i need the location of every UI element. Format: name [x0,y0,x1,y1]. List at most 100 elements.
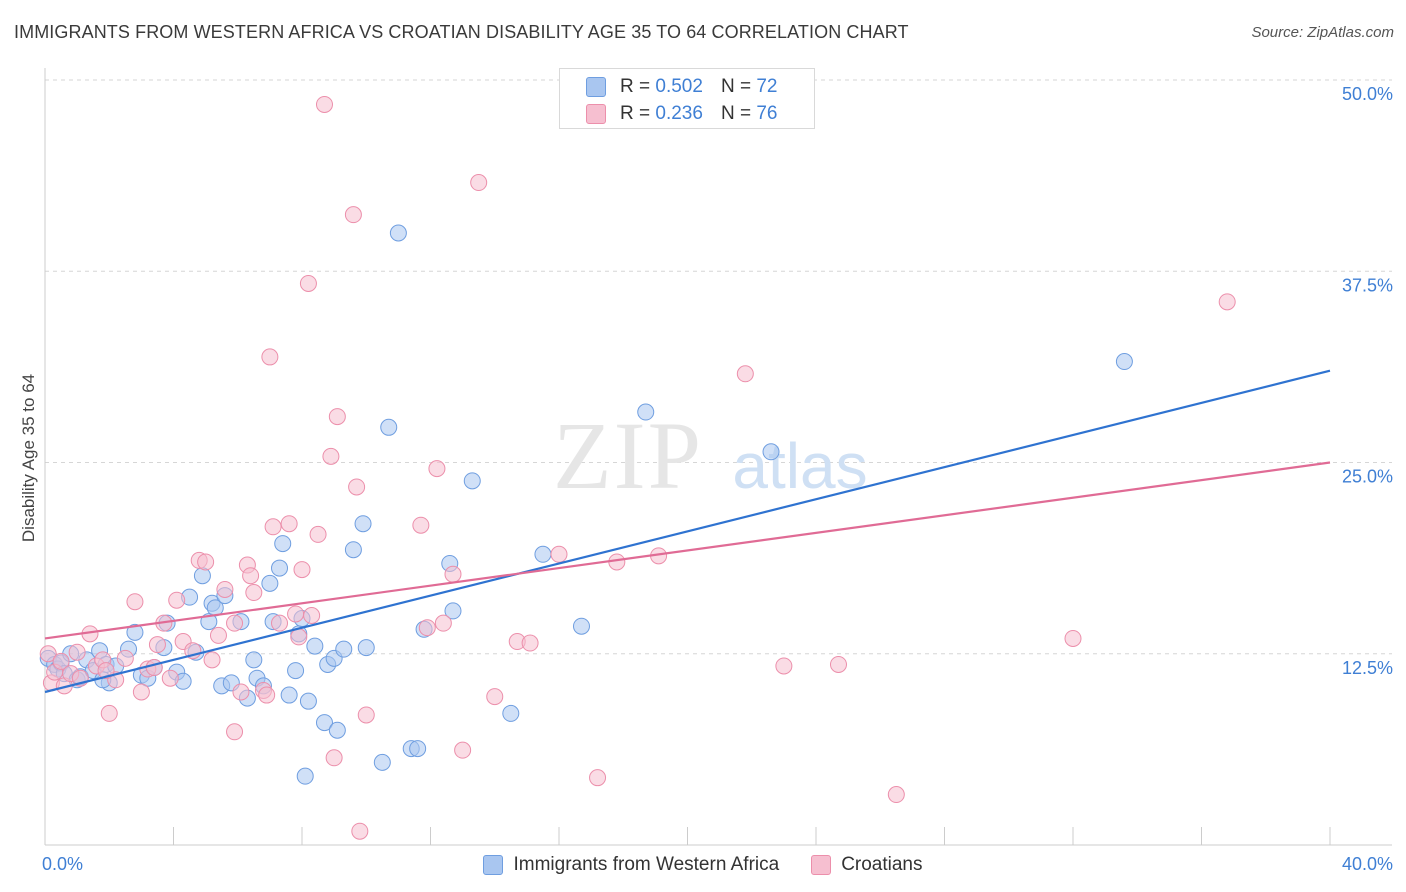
data-point [193,567,211,585]
data-point [39,645,57,663]
data-point [887,786,905,804]
data-point [299,274,317,292]
data-point [470,174,488,192]
data-point [322,447,340,465]
data-point [299,692,317,710]
data-point [52,652,70,670]
data-point [1064,629,1082,647]
data-point [328,721,346,739]
data-point [373,753,391,771]
data-point [203,651,221,669]
trend-line-blue [44,369,1331,694]
pink-swatch [811,855,832,875]
data-point [344,206,362,224]
data-point [344,541,362,559]
data-point [454,741,472,759]
data-point [637,403,655,421]
r-value: 0.236 [655,103,703,124]
data-point [328,408,346,426]
data-point [303,607,321,624]
data-point [280,515,298,533]
n-value: 76 [756,103,778,124]
data-point [261,348,279,366]
tick-label-layer: 12.5% 25.0% 37.5% 50.0% 0.0% 40.0% [42,84,1393,874]
data-point [209,626,227,644]
legend-item-croatians[interactable]: Croatians [811,854,923,876]
data-point [1115,353,1133,371]
n-label: N = [720,103,752,124]
data-point [245,584,263,602]
data-point [116,649,134,667]
legend-label: Croatians [841,854,923,875]
data-point [380,418,398,436]
data-point [444,602,462,620]
data-point [258,686,276,704]
data-point [293,561,311,579]
y-tick-label: 25.0% [1342,467,1393,487]
data-point [428,460,446,478]
points-layer [39,95,1236,840]
data-point [197,553,215,571]
data-point [126,593,144,611]
data-point [486,688,504,706]
watermark: ZIP atlas [553,402,868,509]
data-point [351,822,369,840]
trend-line-pink [44,461,1331,640]
stats-legend-row-blue: R = 0.502 N = 72 [586,75,777,99]
r-value: 0.502 [655,76,703,97]
data-point [1218,293,1236,311]
data-point [97,662,115,680]
r-label: R = [620,76,651,97]
legend-item-western-africa[interactable]: Immigrants from Western Africa [483,854,779,876]
grid-layer [45,79,1392,655]
series-points-pink [39,95,1236,840]
data-point [148,636,166,654]
data-point [274,535,292,553]
data-point [444,565,462,583]
data-point [463,472,481,490]
n-value: 72 [756,76,778,97]
data-point [354,515,372,533]
data-point [325,749,343,767]
trend-layer [44,369,1331,694]
axes-layer [44,68,1392,846]
data-point [100,704,118,722]
source-note: Source: ZipAtlas.com [1251,24,1394,41]
data-point [348,478,366,496]
data-point [216,580,234,598]
x-tick-label: 0.0% [42,854,83,874]
blue-swatch [586,77,606,97]
data-point [226,723,244,741]
legend-label: Immigrants from Western Africa [513,854,780,875]
data-point [232,683,250,701]
data-point [775,657,793,675]
data-point [409,740,427,758]
data-point [315,95,333,113]
data-point [290,628,308,646]
data-point [271,559,289,577]
data-point [589,769,607,787]
data-point [145,659,163,677]
data-point [502,704,520,722]
data-point [132,683,150,701]
data-point [521,634,539,652]
data-point [412,516,430,534]
n-label: N = [720,76,752,97]
y-axis-label: Disability Age 35 to 64 [19,374,38,542]
y-tick-label: 37.5% [1342,275,1393,295]
data-point [287,605,305,623]
data-point [829,655,847,673]
data-point [315,714,333,732]
data-point [572,617,590,635]
data-point [280,686,298,704]
series-legend: Immigrants from Western Africa Croatians [0,852,1406,878]
blue-swatch [483,855,504,875]
x-tick-label: 40.0% [1342,854,1393,874]
data-point [418,619,436,637]
y-tick-label: 12.5% [1342,658,1393,678]
r-label: R = [620,103,651,124]
data-point [306,637,324,655]
data-point [264,518,282,536]
stats-legend-row-pink: R = 0.236 N = 76 [586,102,777,126]
